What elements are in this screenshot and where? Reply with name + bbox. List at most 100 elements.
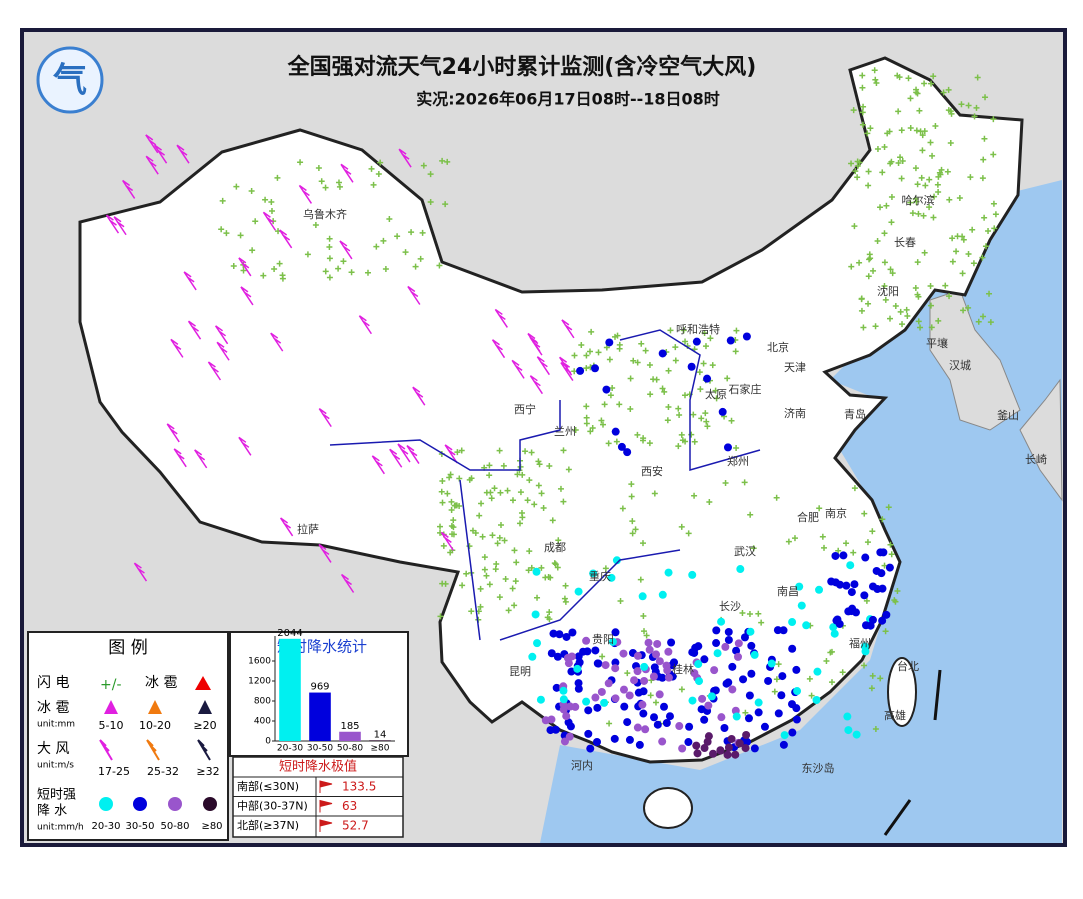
lightning xyxy=(920,212,927,219)
lightning xyxy=(678,523,685,530)
wind-barb xyxy=(183,271,197,291)
rain-dot xyxy=(712,626,721,635)
lightning xyxy=(587,428,594,435)
lightning xyxy=(990,116,997,123)
rain-dot xyxy=(868,582,877,591)
lightning xyxy=(546,609,553,616)
lightning xyxy=(650,376,657,383)
lightning xyxy=(746,610,753,617)
lightning xyxy=(960,236,967,243)
lightning xyxy=(888,219,895,226)
lightning xyxy=(616,345,623,352)
lightning xyxy=(927,139,934,146)
wind-barb xyxy=(558,356,573,376)
wind-barb xyxy=(444,444,458,464)
lightning xyxy=(491,485,498,492)
lightning xyxy=(560,498,567,505)
lightning xyxy=(921,249,928,256)
lightning xyxy=(458,447,465,454)
lightning xyxy=(312,222,319,229)
lightning xyxy=(871,67,878,74)
subtitle: 实况:2026年06月17日08时--18日08时 xyxy=(416,90,720,109)
lightning xyxy=(733,327,740,334)
lightning xyxy=(848,263,855,270)
lightning xyxy=(869,528,876,535)
lightning xyxy=(509,585,516,592)
lightning xyxy=(863,597,870,604)
lightning xyxy=(665,367,672,374)
rain-dot xyxy=(630,676,639,685)
lightning xyxy=(992,211,999,218)
lightning xyxy=(898,175,905,182)
wind-barb xyxy=(238,436,252,456)
rain-dot xyxy=(882,610,891,619)
rain-dot xyxy=(567,652,576,661)
lightning xyxy=(970,260,977,267)
rain-dot xyxy=(739,675,748,684)
lightning xyxy=(947,140,954,147)
lightning xyxy=(463,570,470,577)
lightning xyxy=(877,675,884,682)
legend-level: ≥80 xyxy=(201,821,222,832)
rain-dot xyxy=(634,688,643,697)
wind-barb xyxy=(270,332,284,352)
lightning xyxy=(872,725,879,732)
lightning xyxy=(477,603,484,610)
rain-dot xyxy=(582,697,591,706)
rain-dot xyxy=(861,553,870,562)
rain-dot xyxy=(852,730,861,739)
lightning xyxy=(538,490,545,497)
taiwan xyxy=(887,657,917,727)
lightning xyxy=(565,466,572,473)
lightning xyxy=(304,251,311,258)
boundary-dashes xyxy=(883,669,942,836)
lightning xyxy=(607,392,614,399)
rain-dot xyxy=(593,737,602,746)
legend-label: 冰 雹 xyxy=(145,675,177,691)
rain-dot xyxy=(693,749,702,758)
place-label: 沈阳 xyxy=(877,284,899,298)
rain-dot xyxy=(607,573,616,582)
rain-dot xyxy=(792,665,801,674)
wind-barb xyxy=(398,148,412,168)
lightning xyxy=(928,324,935,331)
lightning xyxy=(479,533,486,540)
lightning xyxy=(860,103,867,110)
legend-level: 30-50 xyxy=(125,821,154,832)
legend-level: 20-30 xyxy=(91,821,120,832)
wind-barb xyxy=(371,455,385,475)
lightning xyxy=(601,401,608,408)
rain-dot xyxy=(831,551,840,560)
rain-dot xyxy=(623,718,632,727)
lightning xyxy=(528,449,535,456)
bar xyxy=(279,638,301,741)
lightning xyxy=(701,329,708,336)
wind-barb xyxy=(187,320,202,340)
rain-dot xyxy=(812,695,821,704)
lightning xyxy=(850,107,857,114)
lightning xyxy=(864,539,871,546)
rain-dot xyxy=(685,722,694,731)
lightning xyxy=(642,347,649,354)
lightning xyxy=(927,302,934,309)
place-label: 北京 xyxy=(767,340,789,354)
rain-dot xyxy=(552,683,561,692)
lightning xyxy=(835,547,842,554)
legend-unit: unit:mm/h xyxy=(37,823,84,833)
y-tick-label: 800 xyxy=(254,697,271,707)
lightning xyxy=(659,385,666,392)
lightning xyxy=(758,619,765,626)
lightning xyxy=(439,499,446,506)
rain-dot xyxy=(835,620,844,629)
lightning xyxy=(634,431,641,438)
rain-dot xyxy=(541,716,550,725)
lightning xyxy=(249,247,256,254)
lightning xyxy=(903,306,910,313)
lightning xyxy=(526,548,533,555)
rain-dot xyxy=(678,744,687,753)
rain-dot xyxy=(688,696,697,705)
rain-dot xyxy=(860,591,869,600)
lightning xyxy=(450,517,457,524)
lightning xyxy=(904,312,911,319)
